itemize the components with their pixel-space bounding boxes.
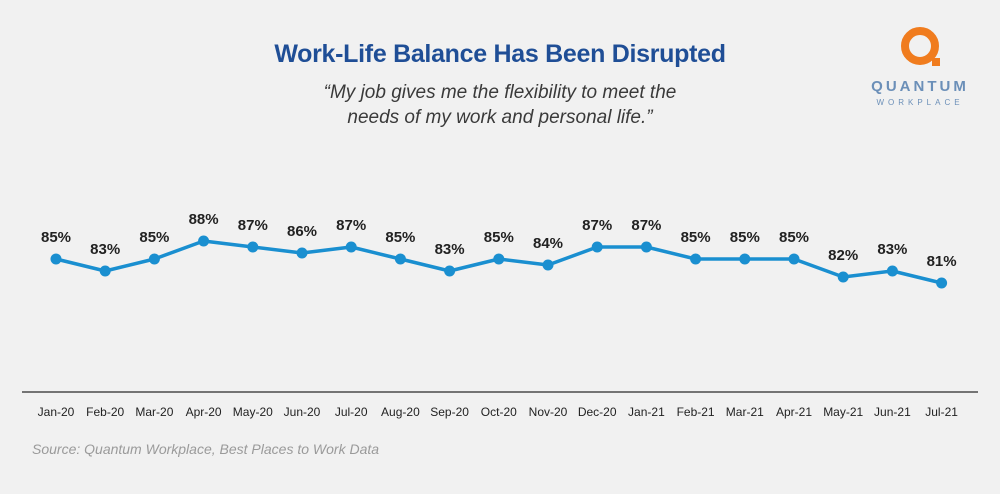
quantum-workplace-logo: QUANTUM WORKPLACE	[860, 24, 980, 114]
data-point	[394, 253, 406, 265]
data-point	[591, 241, 603, 253]
chart-subtitle: “My job gives me the flexibility to meet…	[0, 80, 1000, 130]
data-point	[788, 253, 800, 265]
x-tick-label: Aug-20	[381, 405, 420, 419]
data-label: 85%	[484, 229, 514, 246]
x-tick-label: Jun-21	[874, 405, 911, 419]
x-tick-label: May-21	[823, 405, 863, 419]
data-label: 85%	[779, 229, 809, 246]
data-point	[936, 277, 948, 289]
data-label: 83%	[435, 241, 465, 258]
x-tick-label: Nov-20	[529, 405, 568, 419]
x-tick-label: Mar-20	[135, 405, 173, 419]
data-point	[198, 235, 210, 247]
subtitle-line-2: needs of my work and personal life.”	[347, 107, 653, 128]
subtitle-line-1: “My job gives me the flexibility to meet…	[323, 82, 677, 103]
logo-word: QUANTUM	[871, 78, 969, 95]
data-point	[690, 253, 702, 265]
data-point	[640, 241, 652, 253]
data-label: 87%	[238, 217, 268, 234]
data-label: 81%	[927, 253, 957, 270]
x-tick-label: Dec-20	[578, 405, 617, 419]
x-tick-label: Feb-21	[677, 405, 715, 419]
data-point	[493, 253, 505, 265]
data-label: 87%	[631, 217, 661, 234]
data-label: 86%	[287, 223, 317, 240]
data-point	[296, 247, 308, 259]
logo-subword: WORKPLACE	[876, 98, 964, 107]
data-point	[542, 259, 554, 271]
source-note: Source: Quantum Workplace, Best Places t…	[32, 441, 380, 457]
data-point	[99, 265, 111, 277]
data-label: 88%	[189, 211, 219, 228]
x-tick-label: Jan-21	[628, 405, 665, 419]
x-tick-label: Jan-20	[38, 405, 75, 419]
data-label: 85%	[139, 229, 169, 246]
chart-title: Work-Life Balance Has Been Disrupted	[274, 40, 726, 68]
data-label: 85%	[385, 229, 415, 246]
data-point	[886, 265, 898, 277]
data-point	[50, 253, 62, 265]
data-label: 85%	[681, 229, 711, 246]
data-label: 83%	[90, 241, 120, 258]
data-label: 85%	[730, 229, 760, 246]
x-tick-label: Sep-20	[430, 405, 469, 419]
data-point	[247, 241, 259, 253]
data-label: 82%	[828, 247, 858, 264]
data-label: 85%	[41, 229, 71, 246]
data-point	[837, 271, 849, 283]
data-point	[148, 253, 160, 265]
x-tick-label: Oct-20	[481, 405, 517, 419]
data-label: 84%	[533, 235, 563, 252]
x-tick-label: Jul-21	[925, 405, 958, 419]
x-tick-label: Jul-20	[335, 405, 368, 419]
x-tick-label: Apr-20	[186, 405, 222, 419]
data-label: 87%	[336, 217, 366, 234]
data-label: 83%	[877, 241, 907, 258]
data-point	[444, 265, 456, 277]
x-tick-label: Mar-21	[726, 405, 764, 419]
x-tick-label: Feb-20	[86, 405, 124, 419]
x-tick-label: Jun-20	[284, 405, 321, 419]
x-tick-label: Apr-21	[776, 405, 812, 419]
logo-mark-icon	[901, 27, 940, 66]
data-point	[345, 241, 357, 253]
data-point	[739, 253, 751, 265]
data-label: 87%	[582, 217, 612, 234]
x-tick-label: May-20	[233, 405, 273, 419]
